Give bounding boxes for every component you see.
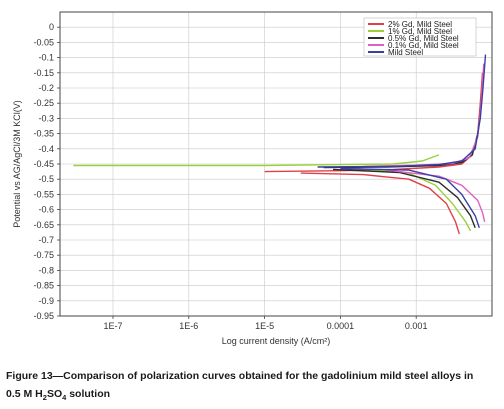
x-tick-label: 1E-7	[103, 321, 122, 331]
y-tick-label: -0.8	[38, 265, 54, 275]
y-tick-label: -0.95	[33, 311, 54, 321]
x-tick-label: 1E-6	[179, 321, 198, 331]
x-tick-label: 0.001	[405, 321, 428, 331]
y-tick-label: -0.2	[38, 83, 54, 93]
y-tick-label: -0.75	[33, 250, 54, 260]
y-tick-label: -0.15	[33, 68, 54, 78]
x-tick-label: 1E-5	[255, 321, 274, 331]
series-line-anodic	[317, 54, 487, 168]
series-line-anodic	[73, 154, 440, 167]
x-tick-labels: 1E-7 1E-6 1E-5 0.0001 0.001	[103, 316, 427, 331]
y-tick-label: -0.4	[38, 144, 54, 154]
y-tick-label: -0.3	[38, 113, 54, 123]
x-axis-title: Log current density (A/cm²)	[222, 336, 331, 346]
y-tick-label: -0.9	[38, 296, 54, 306]
figure-caption: Figure 13—Comparison of polarization cur…	[6, 367, 502, 407]
series-line-cathodic	[300, 172, 460, 235]
series-line-cathodic	[332, 168, 476, 229]
y-tick-label: -0.55	[33, 189, 54, 199]
series-layer	[73, 54, 487, 235]
y-tick-label: -0.5	[38, 174, 54, 184]
legend-label: 1% Gd, Mild Steel	[388, 27, 452, 36]
series-line-cathodic	[340, 167, 480, 229]
y-tick-label: -0.6	[38, 205, 54, 215]
y-tick-label: -0.85	[33, 281, 54, 291]
legend-label: Mild Steel	[388, 48, 423, 57]
y-tick-label: -0.1	[38, 53, 54, 63]
y-tick-labels: 0 -0.05 -0.1 -0.15 -0.2 -0.25 -0.3 -0.35 -0.4 -0.…	[33, 22, 60, 321]
legend-label: 0.1% Gd, Mild Steel	[388, 41, 459, 50]
y-tick-label: -0.05	[33, 37, 54, 47]
plot-background	[0, 0, 504, 360]
y-tick-label: 0	[49, 22, 54, 32]
y-tick-label: -0.35	[33, 129, 54, 139]
legend-label: 0.5% Gd, Mild Steel	[388, 34, 459, 43]
caption-line-1: Figure 13—Comparison of polarization cur…	[6, 370, 474, 382]
legend-label: 2% Gd, Mild Steel	[388, 20, 452, 29]
y-tick-label: -0.7	[38, 235, 54, 245]
y-axis-title: Potential vs AG/AgCl/3M KCl(V)	[12, 100, 22, 228]
caption-line-2: 0.5 M H2SO4 solution	[6, 388, 111, 403]
polarization-chart: 0 -0.05 -0.1 -0.15 -0.2 -0.25 -0.3 -0.35 -0.4 -0.…	[0, 0, 504, 360]
y-tick-label: -0.45	[33, 159, 54, 169]
y-tick-label: -0.25	[33, 98, 54, 108]
x-tick-label: 0.0001	[327, 321, 355, 331]
y-tick-label: -0.65	[33, 220, 54, 230]
